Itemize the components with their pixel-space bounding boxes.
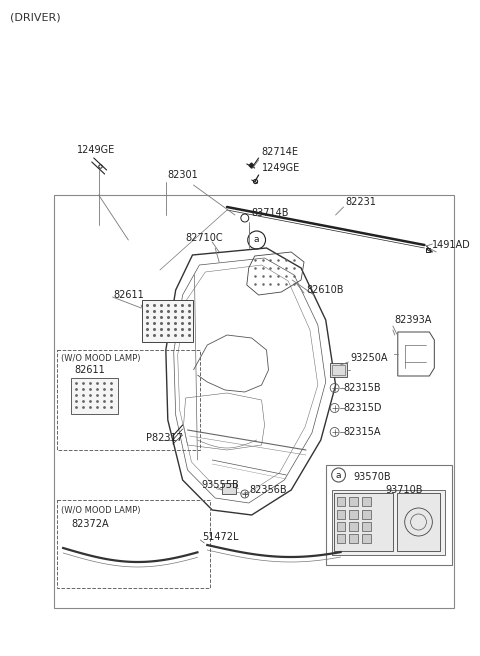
Text: 1249GE: 1249GE — [77, 145, 115, 155]
Bar — [334, 493, 393, 551]
Bar — [336, 510, 346, 519]
Text: 82393A: 82393A — [395, 315, 432, 325]
Text: 82315B: 82315B — [344, 383, 381, 393]
Text: P82317: P82317 — [146, 433, 183, 443]
Text: 82356B: 82356B — [250, 485, 288, 495]
Bar — [362, 510, 371, 519]
Text: 93570B: 93570B — [353, 472, 391, 482]
Text: a: a — [336, 470, 341, 480]
Text: 82301: 82301 — [168, 170, 199, 180]
Text: 1249GE: 1249GE — [262, 163, 300, 173]
Text: (W/O MOOD LAMP): (W/O MOOD LAMP) — [61, 506, 141, 514]
Text: 82611: 82611 — [113, 290, 144, 300]
Bar — [332, 490, 445, 555]
Text: (W/O MOOD LAMP): (W/O MOOD LAMP) — [61, 354, 141, 363]
Text: 82710C: 82710C — [186, 233, 223, 243]
Text: 82610B: 82610B — [306, 285, 344, 295]
Bar — [349, 534, 358, 543]
Text: 83714B: 83714B — [252, 208, 289, 218]
Bar — [397, 493, 440, 551]
Text: 82611: 82611 — [74, 365, 105, 375]
Text: 93250A: 93250A — [350, 353, 388, 363]
Bar — [349, 510, 358, 519]
Bar — [142, 300, 193, 342]
Text: 93555B: 93555B — [202, 480, 239, 490]
Text: 82315D: 82315D — [344, 403, 382, 413]
Bar — [326, 465, 452, 565]
Text: 82315A: 82315A — [344, 427, 381, 437]
Bar — [330, 363, 348, 377]
Text: a: a — [254, 236, 259, 245]
Bar — [57, 500, 210, 588]
Text: 1491AD: 1491AD — [432, 240, 471, 250]
Bar — [362, 497, 371, 506]
Bar — [57, 350, 200, 450]
Bar — [349, 522, 358, 531]
Bar — [362, 534, 371, 543]
Bar — [349, 497, 358, 506]
Bar — [336, 522, 346, 531]
Bar — [54, 195, 454, 608]
Text: 82714E: 82714E — [262, 147, 299, 157]
Bar — [71, 378, 119, 414]
Bar — [336, 534, 346, 543]
Text: 82372A: 82372A — [71, 519, 108, 529]
Text: 51472L: 51472L — [203, 532, 239, 542]
Text: 82231: 82231 — [346, 197, 376, 207]
Bar — [332, 365, 346, 375]
Text: (DRIVER): (DRIVER) — [10, 13, 60, 23]
Bar — [362, 522, 371, 531]
Bar — [222, 483, 236, 494]
Text: 93710B: 93710B — [385, 485, 422, 495]
Bar — [336, 497, 346, 506]
